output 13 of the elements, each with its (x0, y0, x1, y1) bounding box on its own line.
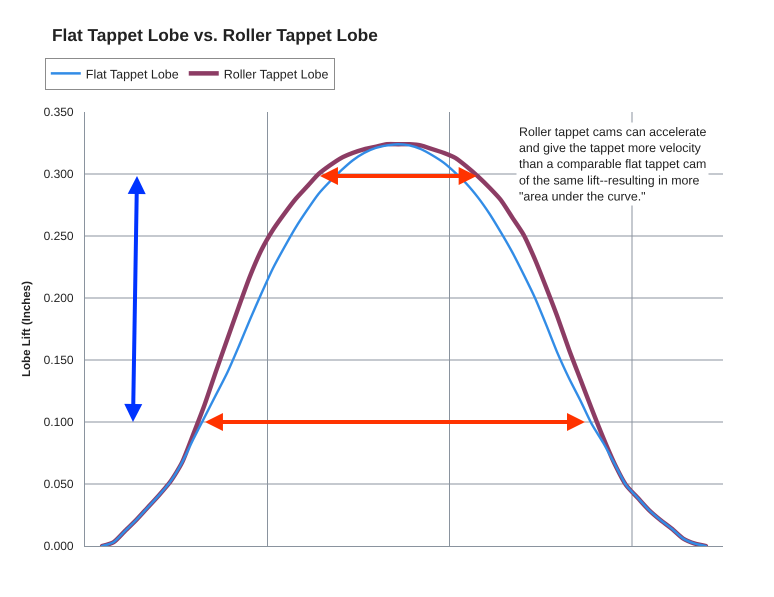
y-tick-label: 0.150 (44, 353, 74, 368)
y-axis-title: Lobe Lift (Inches) (21, 280, 34, 377)
legend-label: Roller Tappet Lobe (224, 67, 329, 82)
y-tick-label: 0.200 (44, 291, 74, 306)
y-tick-label: 0.250 (44, 229, 74, 244)
annotation: Roller tappet cams can accelerate and give the tappet more velocity than a comparable flat tappet cam of the same lift--resulting in more "area under the curve." (519, 125, 706, 204)
y-tick-label: 0.350 (44, 105, 74, 120)
y-tick-label: 0.100 (44, 415, 74, 430)
y-tick-label: 0.300 (44, 167, 74, 182)
legend-label: Flat Tappet Lobe (86, 67, 179, 82)
y-tick-label: 0.000 (44, 539, 74, 554)
y-tick-label: 0.050 (44, 477, 74, 492)
chart-title: Flat Tappet Lobe vs. Roller Tappet Lobe (52, 25, 378, 46)
